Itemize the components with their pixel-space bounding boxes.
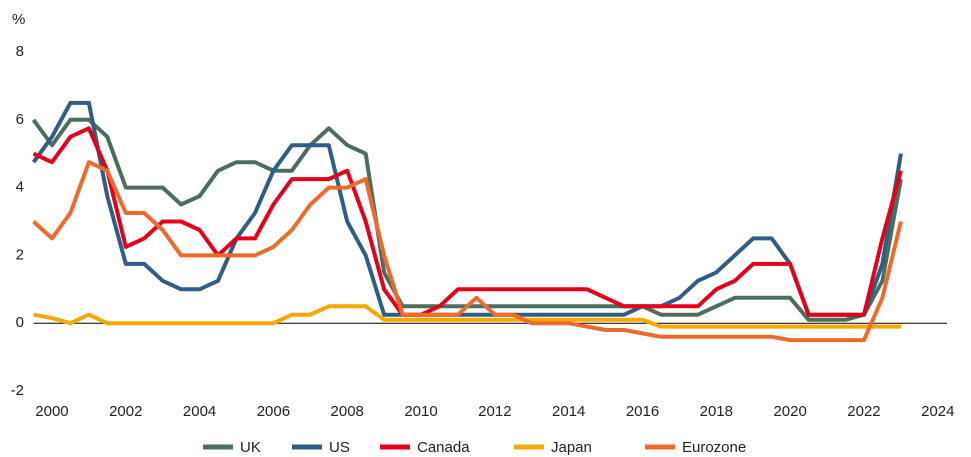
x-tick-label: 2018: [700, 403, 733, 420]
line: [32, 160, 903, 343]
y-tick-label: 6: [16, 111, 24, 128]
legend-label: UK: [240, 439, 261, 456]
line: [32, 126, 903, 317]
x-tick-label: 2012: [478, 403, 511, 420]
x-tick-label: 2004: [183, 403, 216, 420]
y-tick-label: -2: [11, 382, 24, 399]
x-tick-label: 2008: [331, 403, 364, 420]
x-tick-label: 2006: [257, 403, 290, 420]
line: [31, 100, 903, 317]
y-tick-label: 4: [16, 179, 24, 196]
x-tick-label: 2020: [773, 403, 806, 420]
x-tick-label: 2002: [109, 403, 142, 420]
x-tick-label: 2010: [404, 403, 437, 420]
line: [33, 304, 901, 329]
x-tick-label: 2022: [847, 403, 880, 420]
y-tick-label: 8: [16, 43, 24, 60]
legend-label: Japan: [551, 439, 592, 456]
legend-label: Eurozone: [682, 439, 746, 456]
legend-label: US: [329, 439, 350, 456]
x-tick-label: 2014: [552, 403, 585, 420]
legend-label: Canada: [417, 439, 470, 456]
x-tick-label: 2024: [921, 403, 954, 420]
y-axis-label: %: [12, 11, 25, 28]
y-tick-label: 2: [16, 246, 24, 263]
y-tick-label: 0: [16, 314, 24, 331]
x-tick-label: 2016: [626, 403, 659, 420]
x-tick-label: 2000: [35, 403, 68, 420]
